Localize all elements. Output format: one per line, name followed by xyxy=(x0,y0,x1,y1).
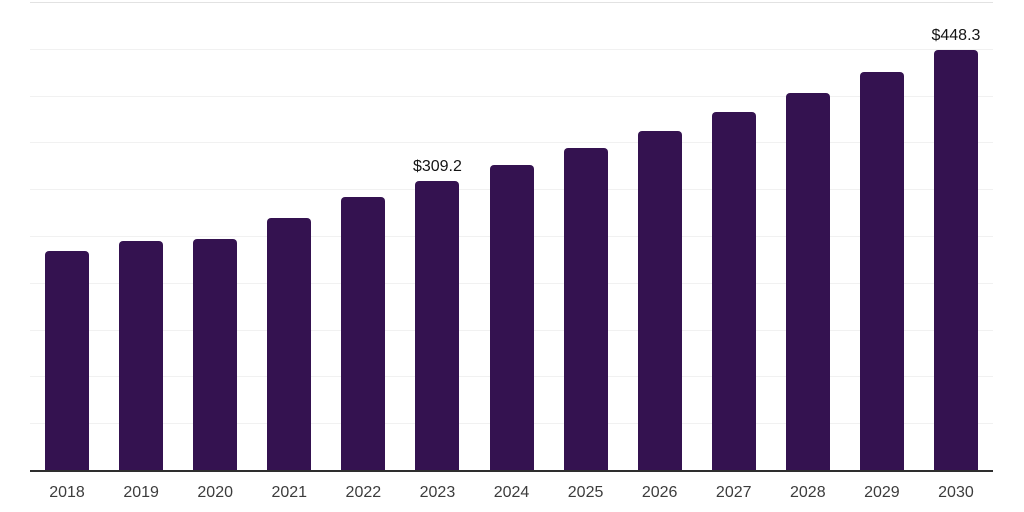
x-tick-label-2025: 2025 xyxy=(567,484,604,501)
bar-2027 xyxy=(711,112,756,470)
bar-2030 xyxy=(933,50,978,470)
bar-2026 xyxy=(637,131,682,470)
value-label-2030: $448.3 xyxy=(931,27,981,44)
bar-2028 xyxy=(785,93,830,470)
x-tick-label-2024: 2024 xyxy=(493,484,530,501)
bar-2029 xyxy=(859,72,904,470)
bar-2019 xyxy=(119,241,164,470)
bar-2018 xyxy=(45,251,90,470)
gridline-400 xyxy=(30,95,993,97)
bar-2020 xyxy=(193,239,238,470)
x-tick-label-2022: 2022 xyxy=(345,484,382,501)
x-tick-label-2019: 2019 xyxy=(123,484,159,501)
gridline-500 xyxy=(30,2,993,3)
x-axis-line xyxy=(30,470,993,472)
bar-2025 xyxy=(563,148,608,470)
x-tick-label-2020: 2020 xyxy=(197,484,233,501)
gridline-350 xyxy=(30,142,993,144)
x-tick-label-2021: 2021 xyxy=(271,484,308,501)
bar-2022 xyxy=(341,197,386,470)
bar-2023 xyxy=(415,181,460,470)
value-label-2023: $309.2 xyxy=(412,158,462,175)
gridline-450 xyxy=(30,48,993,50)
x-tick-label-2029: 2029 xyxy=(864,484,900,501)
x-tick-label-2023: 2023 xyxy=(419,484,456,501)
x-tick-label-2018: 2018 xyxy=(49,484,85,501)
x-tick-label-2030: 2030 xyxy=(938,484,974,501)
x-tick-label-2028: 2028 xyxy=(790,484,826,501)
bar-2024 xyxy=(489,165,534,470)
bar-2021 xyxy=(267,218,312,470)
x-tick-label-2026: 2026 xyxy=(641,484,678,501)
x-tick-label-2027: 2027 xyxy=(715,484,752,501)
